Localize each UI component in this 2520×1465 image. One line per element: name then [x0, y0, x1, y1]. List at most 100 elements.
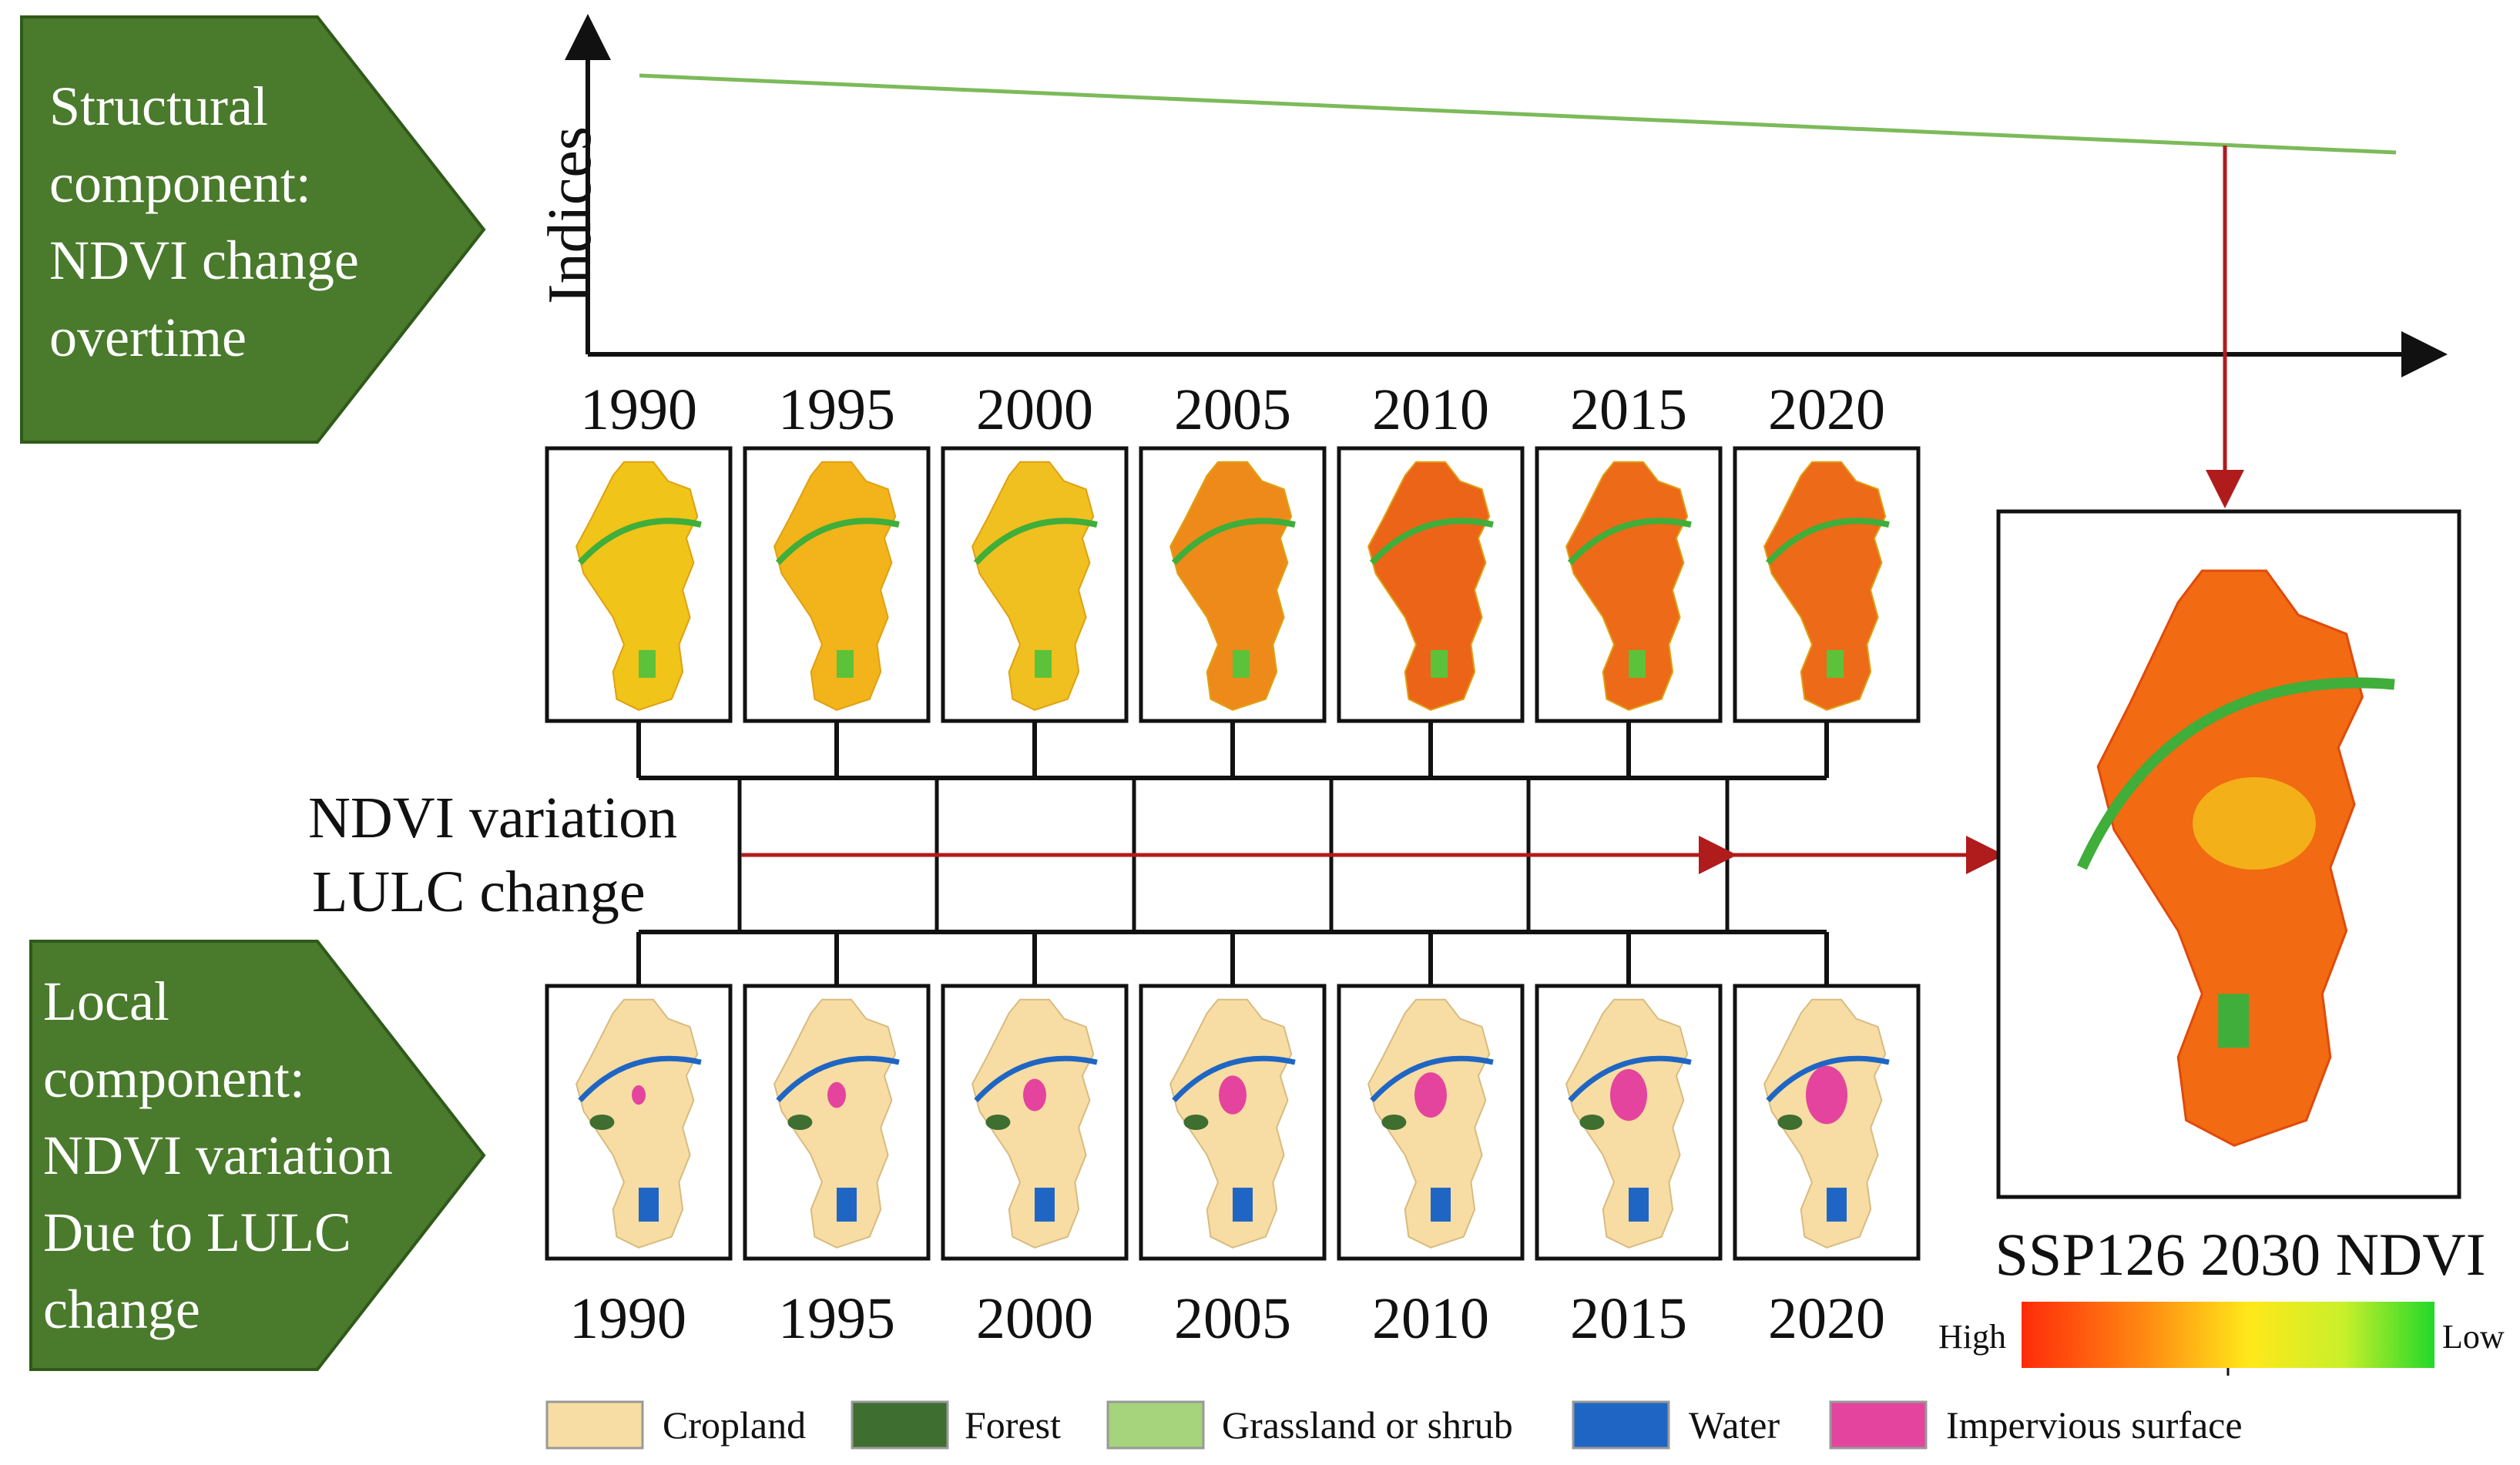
impervious-patch — [1219, 1075, 1247, 1115]
lulc-map-2010 — [1337, 984, 1525, 1261]
scale-high-label: High — [1938, 1318, 2006, 1356]
impervious-patch — [1023, 1078, 1046, 1111]
local-line-4: Due to LULC — [43, 1202, 351, 1263]
river-line — [973, 518, 1098, 565]
result-green-patch — [2218, 994, 2250, 1048]
cropland-region — [1367, 998, 1491, 1249]
lulc-map-2005 — [1139, 984, 1327, 1261]
water-patch — [1035, 1187, 1055, 1222]
year-label-bottom-1990: 1990 — [569, 1286, 686, 1351]
variation-label-line1: NDVI variation — [308, 786, 678, 850]
legend-label-3: Grassland or shrub — [1222, 1403, 1513, 1447]
river-line — [578, 1055, 702, 1103]
year-label-top-2020: 2020 — [1768, 377, 1885, 442]
year-label-top-2005: 2005 — [1174, 377, 1291, 442]
legend-label-5: Impervious surface — [1946, 1403, 2243, 1447]
forest-patch — [1579, 1115, 1605, 1130]
water-patch — [837, 1187, 857, 1222]
impervious-patch — [1610, 1069, 1647, 1121]
lulc-map-1990 — [545, 984, 733, 1261]
cropland-region — [773, 998, 897, 1249]
river-line — [776, 1055, 900, 1103]
structural-line-2: component: — [49, 153, 311, 214]
legend-label-4: Water — [1689, 1403, 1780, 1447]
river-line — [1171, 518, 1296, 565]
legend-swatch-3 — [1106, 1400, 1205, 1450]
forest-patch — [589, 1115, 615, 1130]
ndvi-map-2000 — [941, 446, 1129, 723]
result-river — [2077, 677, 2395, 870]
lulc-maps-bracket — [636, 930, 1829, 986]
river-line — [577, 518, 702, 565]
forest-patch — [787, 1115, 813, 1130]
cropland-region — [1565, 998, 1689, 1249]
impervious-patch — [827, 1081, 846, 1108]
green-patch — [1827, 649, 1844, 678]
structural-component-text: Structural component: NDVI change overti… — [49, 68, 359, 376]
water-patch — [639, 1187, 659, 1222]
year-label-top-1990: 1990 — [580, 377, 697, 442]
year-label-bottom-2000: 2000 — [976, 1286, 1093, 1351]
local-component-arrow — [29, 940, 486, 1371]
ndvi-map-2015 — [1535, 446, 1723, 723]
lulc-map-2015 — [1535, 984, 1723, 1261]
ndvi-map-2005 — [1139, 446, 1327, 723]
result-yellow-area — [2193, 777, 2316, 870]
green-patch — [1035, 649, 1052, 678]
water-patch — [1827, 1187, 1847, 1222]
legend-swatch-2 — [851, 1400, 949, 1450]
structural-component-arrow — [20, 15, 486, 444]
year-label-bottom-1995: 1995 — [778, 1286, 895, 1351]
structural-line-1: Structural — [49, 75, 268, 137]
result-title: SSP126 2030 NDVI — [1995, 1221, 2486, 1288]
impervious-patch — [632, 1085, 646, 1105]
river-line — [775, 518, 900, 565]
local-line-2: component: — [43, 1048, 305, 1109]
ndvi-map-1990 — [545, 446, 733, 723]
cropland-region — [971, 998, 1095, 1249]
green-patch — [639, 649, 656, 678]
cropland-region — [1169, 998, 1293, 1249]
river-line — [974, 1055, 1098, 1103]
forest-patch — [1381, 1115, 1407, 1130]
water-patch — [1233, 1187, 1253, 1222]
river-line — [1567, 518, 1692, 565]
water-patch — [1431, 1187, 1451, 1222]
river-line — [1172, 1055, 1296, 1103]
variation-label-line2: LULC change — [312, 860, 646, 924]
river-line — [1568, 1055, 1692, 1103]
ndvi-maps-bracket — [636, 721, 1829, 780]
river-line — [1765, 518, 1890, 565]
legend-swatch-5 — [1829, 1400, 1928, 1450]
ndvi-trend-line — [639, 73, 2397, 155]
lulc-map-2000 — [941, 984, 1129, 1261]
year-label-top-1995: 1995 — [778, 377, 895, 442]
forest-patch — [985, 1115, 1011, 1130]
legend-label-1: Cropland — [663, 1403, 807, 1447]
impervious-patch — [1414, 1072, 1447, 1118]
river-line — [1370, 1055, 1494, 1103]
ndvi-map-2020 — [1733, 446, 1921, 723]
cropland-region — [575, 998, 699, 1249]
local-component-text: Local component: NDVI variation Due to L… — [43, 963, 393, 1348]
river-line — [1369, 518, 1494, 565]
impervious-patch — [1806, 1065, 1847, 1125]
green-patch — [1233, 649, 1250, 678]
legend-swatch-4 — [1572, 1400, 1670, 1450]
lulc-map-2020 — [1733, 984, 1921, 1261]
result-ndvi-map — [2077, 569, 2395, 1147]
year-label-bottom-2010: 2010 — [1372, 1286, 1489, 1351]
year-label-bottom-2020: 2020 — [1768, 1286, 1885, 1351]
lulc-map-1995 — [743, 984, 931, 1261]
year-label-top-2000: 2000 — [976, 377, 1093, 442]
structural-line-4: overtime — [49, 307, 247, 368]
structural-line-3: NDVI change — [49, 230, 359, 291]
forest-patch — [1183, 1115, 1209, 1130]
forest-patch — [1777, 1115, 1803, 1130]
ndvi-map-2010 — [1337, 446, 1525, 723]
year-label-top-2015: 2015 — [1570, 377, 1687, 442]
scale-low-label: Low — [2442, 1318, 2505, 1356]
year-label-top-2010: 2010 — [1372, 377, 1489, 442]
legend-label-2: Forest — [965, 1403, 1061, 1447]
